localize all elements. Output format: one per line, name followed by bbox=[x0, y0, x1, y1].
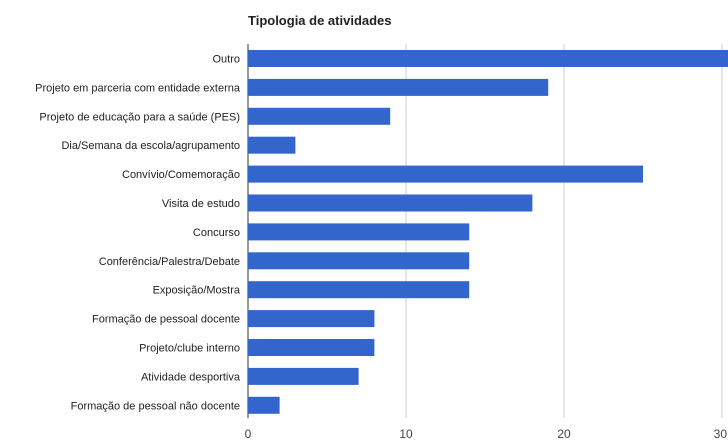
x-tick-label: 30 bbox=[714, 427, 728, 441]
x-tick-label: 10 bbox=[399, 427, 413, 441]
chart-title: Tipologia de atividades bbox=[248, 13, 392, 28]
bar bbox=[248, 136, 296, 154]
bar bbox=[248, 50, 728, 67]
bars bbox=[248, 50, 728, 414]
category-label: Formação de pessoal docente bbox=[92, 314, 240, 326]
category-label: Projeto em parceria com entidade externa bbox=[35, 82, 241, 94]
category-label: Exposição/Mostra bbox=[153, 285, 241, 297]
bar bbox=[248, 165, 643, 183]
x-tick-label: 20 bbox=[557, 427, 571, 441]
category-labels: Outro Projeto em parceria com entidade ex… bbox=[35, 54, 241, 413]
bar bbox=[248, 107, 391, 125]
category-label: Dia/Semana da escola/agrupamento bbox=[61, 140, 240, 152]
category-label: Atividade desportiva bbox=[141, 371, 241, 383]
category-label: Conferência/Palestra/Debate bbox=[99, 256, 240, 268]
category-label: Outro bbox=[212, 54, 240, 66]
category-label: Convívio/Comemoração bbox=[122, 169, 240, 181]
category-label: Formação de pessoal não docente bbox=[71, 400, 240, 412]
x-axis-ticks: 0 10 20 30 bbox=[245, 427, 728, 441]
category-label: Concurso bbox=[193, 227, 240, 239]
x-tick-label: 0 bbox=[245, 427, 252, 441]
bar bbox=[248, 252, 470, 270]
bar bbox=[248, 78, 549, 96]
bar bbox=[248, 194, 533, 212]
category-label: Projeto/clube interno bbox=[139, 343, 240, 355]
bar bbox=[248, 223, 470, 241]
bar bbox=[248, 310, 375, 328]
bar bbox=[248, 281, 470, 299]
category-label: Visita de estudo bbox=[162, 198, 240, 210]
bar bbox=[248, 396, 280, 414]
category-label: Projeto de educação para a saúde (PES) bbox=[39, 111, 240, 123]
bar bbox=[248, 367, 359, 385]
bar bbox=[248, 339, 375, 356]
